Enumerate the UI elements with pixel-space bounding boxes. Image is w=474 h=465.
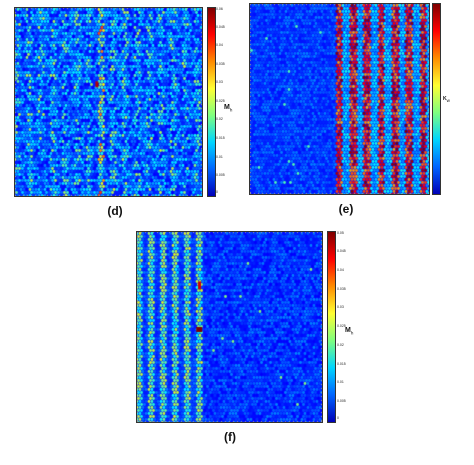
- caption-d: (d): [107, 204, 123, 218]
- heatmap-plot-d: [14, 7, 203, 197]
- colorbar-tick: 0.005: [337, 399, 346, 403]
- colorbar-tick: 0.01: [216, 155, 223, 159]
- colorbar-tick: 0.045: [337, 249, 346, 253]
- colorbar-tick: 0.015: [216, 136, 225, 140]
- colorbar-f: [327, 231, 336, 423]
- colorbar-tick: 0.005: [216, 173, 225, 177]
- colorbar-tick: 0.02: [337, 343, 344, 347]
- colorbar-tick: 0.01: [337, 380, 344, 384]
- caption-f: (f): [224, 430, 236, 444]
- colorbar-tick: 0.035: [337, 287, 346, 291]
- colorbar-tick: 0.015: [337, 362, 346, 366]
- colorbar-tick: 0.05: [337, 231, 344, 235]
- colorbar-tick: 0.02: [216, 117, 223, 121]
- colorbar-tick: 0.04: [216, 43, 223, 47]
- colorbar-tick: 0: [337, 416, 339, 420]
- colorbar-tick: 0.025: [216, 99, 225, 103]
- colorbar-tick: 0.025: [337, 324, 346, 328]
- colorbar-tick: 0: [216, 190, 218, 194]
- heatmap-plot-f: [136, 231, 323, 423]
- colorbar-tick: 0.045: [216, 25, 225, 29]
- colorbar-e: [432, 3, 441, 195]
- quantity-label-f: Mh: [345, 327, 354, 336]
- colorbar-tick: 0.035: [216, 62, 225, 66]
- heatmap-plot-e: [249, 3, 430, 195]
- colorbar-tick: 0.03: [216, 80, 223, 84]
- caption-e: (e): [338, 202, 354, 216]
- colorbar-tick: 0.03: [337, 305, 344, 309]
- colorbar-tick: 0.04: [337, 268, 344, 272]
- quantity-label-d: Mh: [224, 104, 233, 113]
- colorbar-tick: 0.06: [216, 7, 223, 11]
- quantity-label-e: Kw: [443, 96, 450, 103]
- colorbar-d: [207, 7, 216, 197]
